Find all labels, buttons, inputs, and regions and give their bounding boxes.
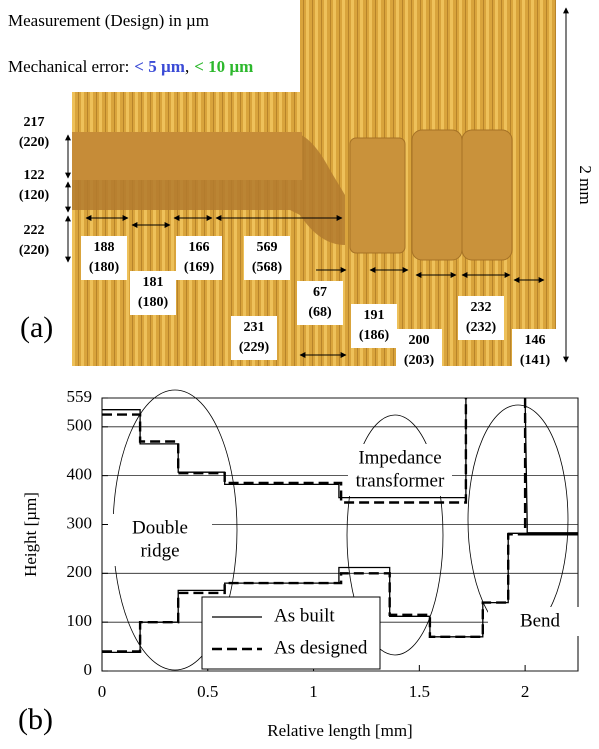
y-tick-label: 559 bbox=[67, 387, 93, 406]
design: (568) bbox=[252, 260, 283, 275]
design: (232) bbox=[466, 320, 497, 335]
design: (220) bbox=[19, 135, 50, 150]
annotation: Double bbox=[132, 517, 188, 538]
y-tick-label: 400 bbox=[67, 465, 93, 484]
x-tick-label: 1 bbox=[309, 682, 318, 701]
design: (120) bbox=[19, 188, 50, 203]
legend-label: As designed bbox=[274, 637, 368, 658]
measured: 191 bbox=[364, 308, 385, 323]
design: (68) bbox=[308, 305, 332, 320]
measured: 166 bbox=[189, 240, 210, 255]
x-tick-label: 1.5 bbox=[409, 682, 430, 701]
measured: 200 bbox=[409, 333, 430, 348]
error-label: Mechanical error: bbox=[8, 57, 129, 76]
y-tick-label: 500 bbox=[67, 416, 93, 435]
title: Measurement (Design) in µm bbox=[8, 11, 209, 30]
measured: 122 bbox=[24, 168, 45, 183]
error-large: < 10 µm bbox=[194, 57, 253, 76]
figure: Measurement (Design) in µm Mechanical er… bbox=[0, 0, 599, 749]
design: (229) bbox=[239, 340, 270, 355]
measured: 232 bbox=[471, 300, 492, 315]
annotation: Impedance bbox=[358, 447, 441, 468]
design: (220) bbox=[19, 243, 50, 258]
section bbox=[412, 130, 462, 260]
measured: 217 bbox=[24, 115, 45, 130]
scale-label: 2 mm bbox=[576, 165, 595, 204]
design: (186) bbox=[359, 328, 390, 343]
panel-a: Measurement (Design) in µm Mechanical er… bbox=[0, 0, 599, 373]
annotation: ridge bbox=[140, 540, 179, 561]
design: (180) bbox=[89, 260, 120, 275]
legend-label: As built bbox=[274, 605, 335, 626]
measured: 67 bbox=[313, 285, 327, 300]
design: (169) bbox=[184, 260, 215, 275]
x-tick-label: 0 bbox=[98, 682, 107, 701]
annotation: transformer bbox=[356, 470, 445, 491]
x-tick-label: 2 bbox=[521, 682, 530, 701]
design: (180) bbox=[138, 295, 169, 310]
design: (141) bbox=[520, 353, 551, 368]
panel-label: (b) bbox=[18, 703, 53, 736]
x-axis-label: Relative length [mm] bbox=[267, 721, 412, 740]
annotation: Bend bbox=[520, 610, 561, 631]
measured: 569 bbox=[257, 240, 278, 255]
panel-label: (a) bbox=[20, 311, 53, 344]
x-tick-label: 0.5 bbox=[197, 682, 218, 701]
separator: , bbox=[185, 57, 189, 76]
error-small: < 5 µm bbox=[134, 57, 185, 76]
section bbox=[462, 130, 512, 260]
ridge-top bbox=[72, 132, 302, 180]
measured: 146 bbox=[525, 333, 546, 348]
y-tick-label: 100 bbox=[67, 611, 93, 630]
measured: 222 bbox=[24, 223, 45, 238]
y-tick-label: 300 bbox=[67, 513, 93, 532]
y-tick-label: 0 bbox=[84, 660, 93, 679]
measured: 181 bbox=[143, 275, 164, 290]
y-axis-label: Height [µm] bbox=[21, 492, 40, 577]
section bbox=[350, 138, 405, 253]
design: (203) bbox=[404, 353, 435, 368]
measured: 188 bbox=[94, 240, 115, 255]
panel-b: 0 100 200 300 400 500 559 0 0.5 1 1.5 2 Relative len… bbox=[18, 387, 592, 740]
y-tick-label: 200 bbox=[67, 562, 93, 581]
measured: 231 bbox=[244, 320, 265, 335]
